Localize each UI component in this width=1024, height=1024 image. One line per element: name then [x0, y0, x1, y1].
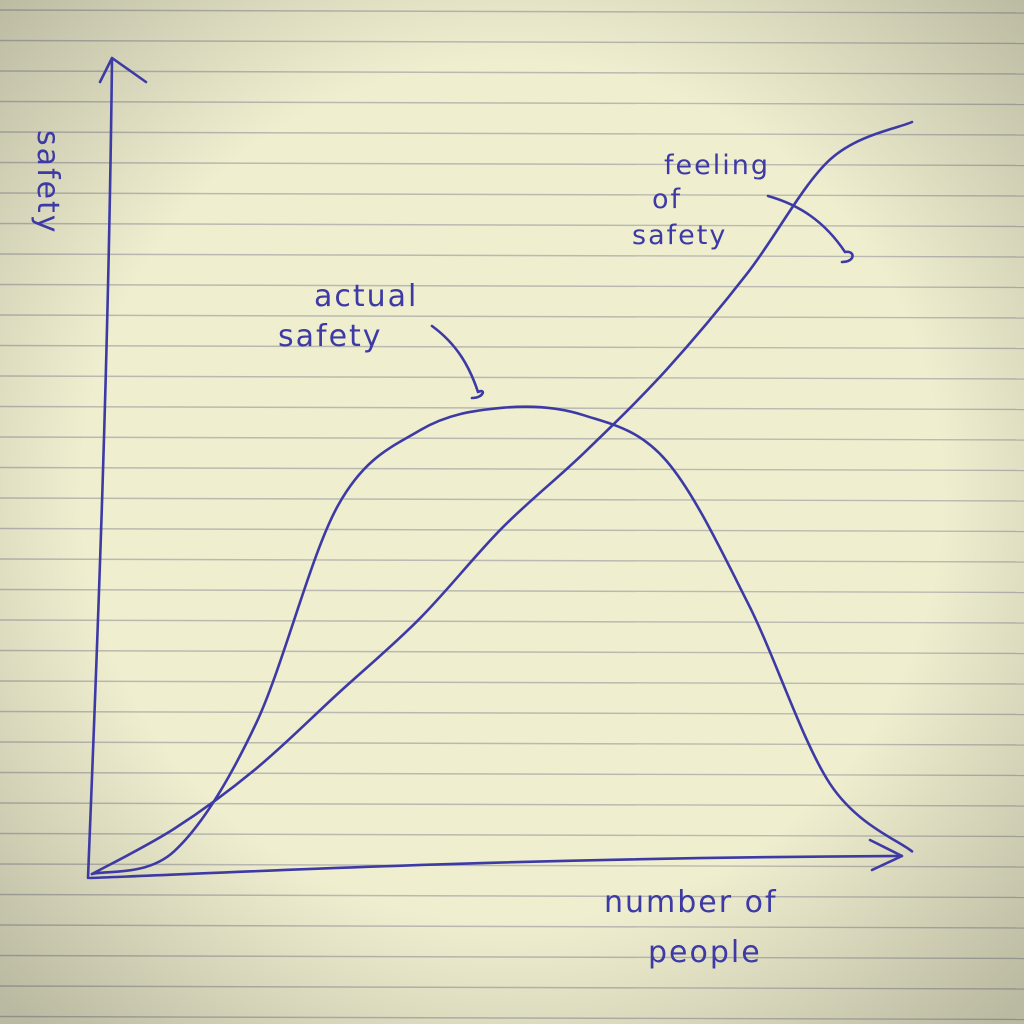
feeling-safety-label-line-3: safety	[632, 220, 727, 251]
series-line-actual-safety	[90, 405, 914, 876]
feeling-safety-label-line-1: feeling	[664, 150, 770, 181]
y-axis	[86, 58, 114, 880]
x-axis-arrowhead	[868, 838, 904, 872]
x-axis-label-line-1: number of	[604, 885, 778, 920]
feeling-safety-leader	[766, 194, 854, 264]
y-axis-arrowhead	[98, 56, 148, 84]
series-line-feeling-of-safety	[90, 120, 914, 876]
actual-safety-label-line-2: safety	[278, 319, 383, 354]
feeling-safety-label-line-2: of	[652, 184, 682, 215]
y-axis-label: safety	[30, 130, 65, 235]
actual-safety-label-line-1: actual	[314, 279, 418, 314]
x-axis-label-line-2: people	[648, 935, 762, 970]
actual-safety-leader	[430, 324, 485, 400]
x-axis	[88, 854, 902, 880]
